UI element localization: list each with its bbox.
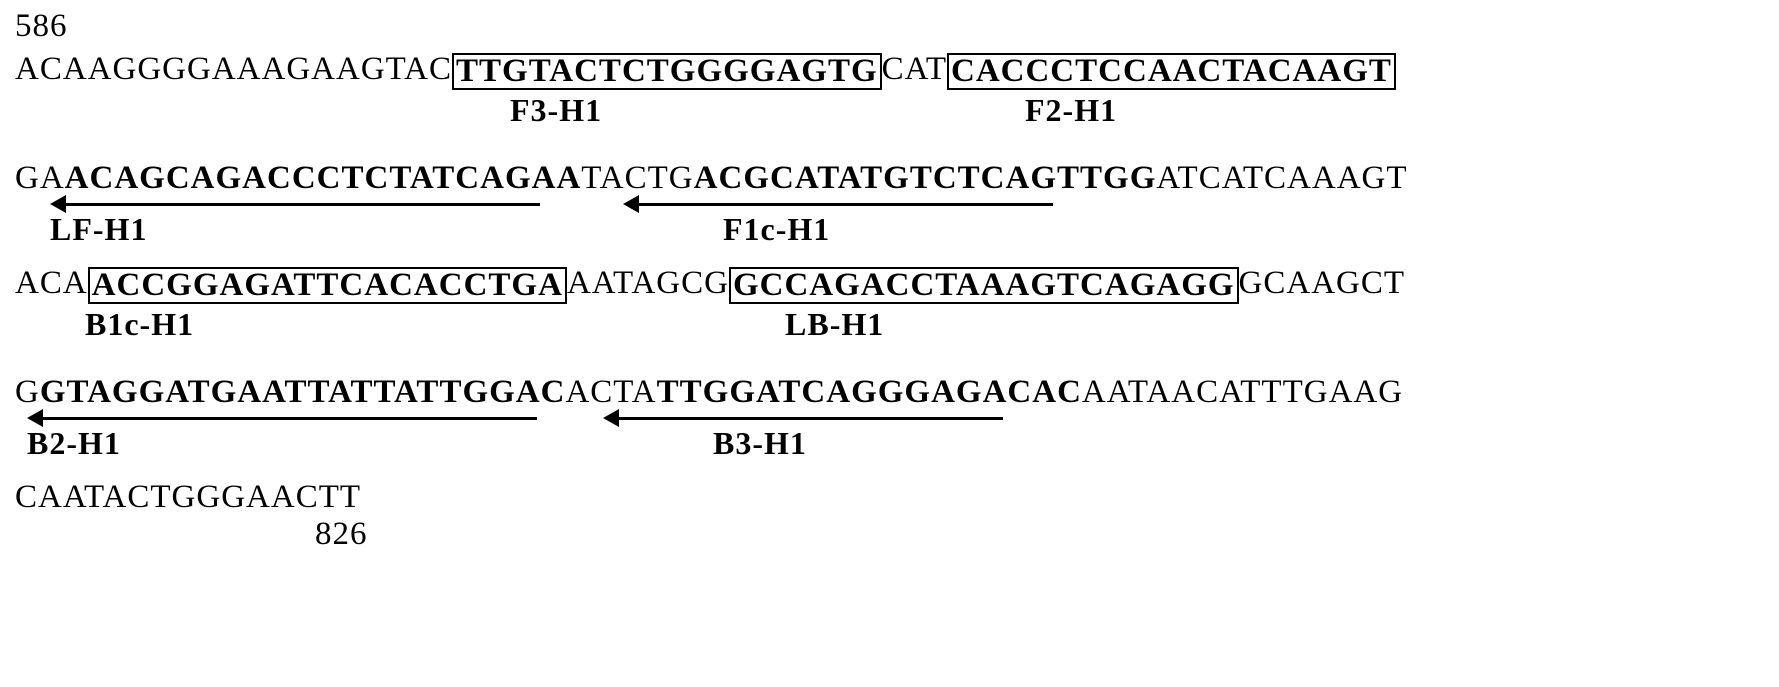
- sequence-line-4: G GTAGGATGAATTATTATTGGAC ACTA TTGGATCAGG…: [15, 376, 1764, 409]
- annotations-line-3: B1c-H1 LB-H1: [15, 306, 1764, 366]
- end-position: 826: [15, 518, 368, 551]
- arrow-LF-H1: LF-H1: [50, 197, 540, 245]
- primer-F1c-H1: ACGCATATGTCTCAGTTGG: [694, 162, 1157, 195]
- primer-B3-H1: TTGGATCAGGGAGACAC: [657, 376, 1082, 409]
- arrow-B2-H1: B2-H1: [27, 411, 537, 459]
- seq-plain: AATAGCG: [567, 267, 729, 300]
- seq-plain: ACAAGGGGAAAGAAGTAC: [15, 53, 452, 86]
- end-position-row: 826: [15, 518, 1764, 551]
- arrow-left-icon: [603, 411, 1003, 425]
- label-F2-H1: F2-H1: [1025, 92, 1117, 126]
- seq-plain: AATAACATTTGAAG: [1082, 376, 1403, 409]
- primer-B2-H1: GTAGGATGAATTATTATTGGAC: [40, 376, 566, 409]
- label-LB-H1: LB-H1: [785, 306, 884, 340]
- primer-F2-H1: CACCCTCCAACTACAAGT: [947, 53, 1396, 90]
- sequence-line-1: ACAAGGGGAAAGAAGTAC TTGTACTCTGGGGAGTG CAT…: [15, 53, 1764, 90]
- seq-plain: ATCATCAAAGT: [1156, 162, 1407, 195]
- annotations-line-2: LF-H1 F1c-H1: [15, 197, 1764, 257]
- seq-plain: ACA: [15, 267, 88, 300]
- seq-plain: CAT: [882, 53, 947, 86]
- sequence-line-3: ACA ACCGGAGATTCACACCTGA AATAGCG GCCAGACC…: [15, 267, 1764, 304]
- lamp-primer-diagram: 586 ACAAGGGGAAAGAAGTAC TTGTACTCTGGGGAGTG…: [15, 10, 1764, 551]
- annotations-line-1: F3-H1 F2-H1: [15, 92, 1764, 152]
- arrow-left-icon: [623, 197, 1053, 211]
- seq-plain: GCAAGCT: [1239, 267, 1406, 300]
- seq-plain: GA: [15, 162, 65, 195]
- seq-plain: TACTG: [581, 162, 693, 195]
- annotations-line-4: B2-H1 B3-H1: [15, 411, 1764, 471]
- arrow-B3-H1: B3-H1: [603, 411, 1003, 459]
- primer-F3-H1: TTGTACTCTGGGGAGTG: [452, 53, 882, 90]
- sequence-line-2: GA ACAGCAGACCCTCTATCAGAA TACTG ACGCATATG…: [15, 162, 1764, 195]
- seq-plain: G: [15, 376, 40, 409]
- arrow-left-icon: [27, 411, 537, 425]
- arrow-F1c-H1: F1c-H1: [623, 197, 1053, 245]
- seq-plain: CAATACTGGGAACTT: [15, 481, 361, 514]
- start-position: 586: [15, 10, 1764, 43]
- primer-LF-H1: ACAGCAGACCCTCTATCAGAA: [65, 162, 582, 195]
- arrow-left-icon: [50, 197, 540, 211]
- seq-plain: ACTA: [565, 376, 656, 409]
- label-F3-H1: F3-H1: [510, 92, 602, 126]
- primer-LB-H1: GCCAGACCTAAAGTCAGAGG: [729, 267, 1239, 304]
- primer-B1c-H1: ACCGGAGATTCACACCTGA: [88, 267, 567, 304]
- sequence-line-5: CAATACTGGGAACTT: [15, 481, 1764, 514]
- label-B1c-H1: B1c-H1: [85, 306, 194, 340]
